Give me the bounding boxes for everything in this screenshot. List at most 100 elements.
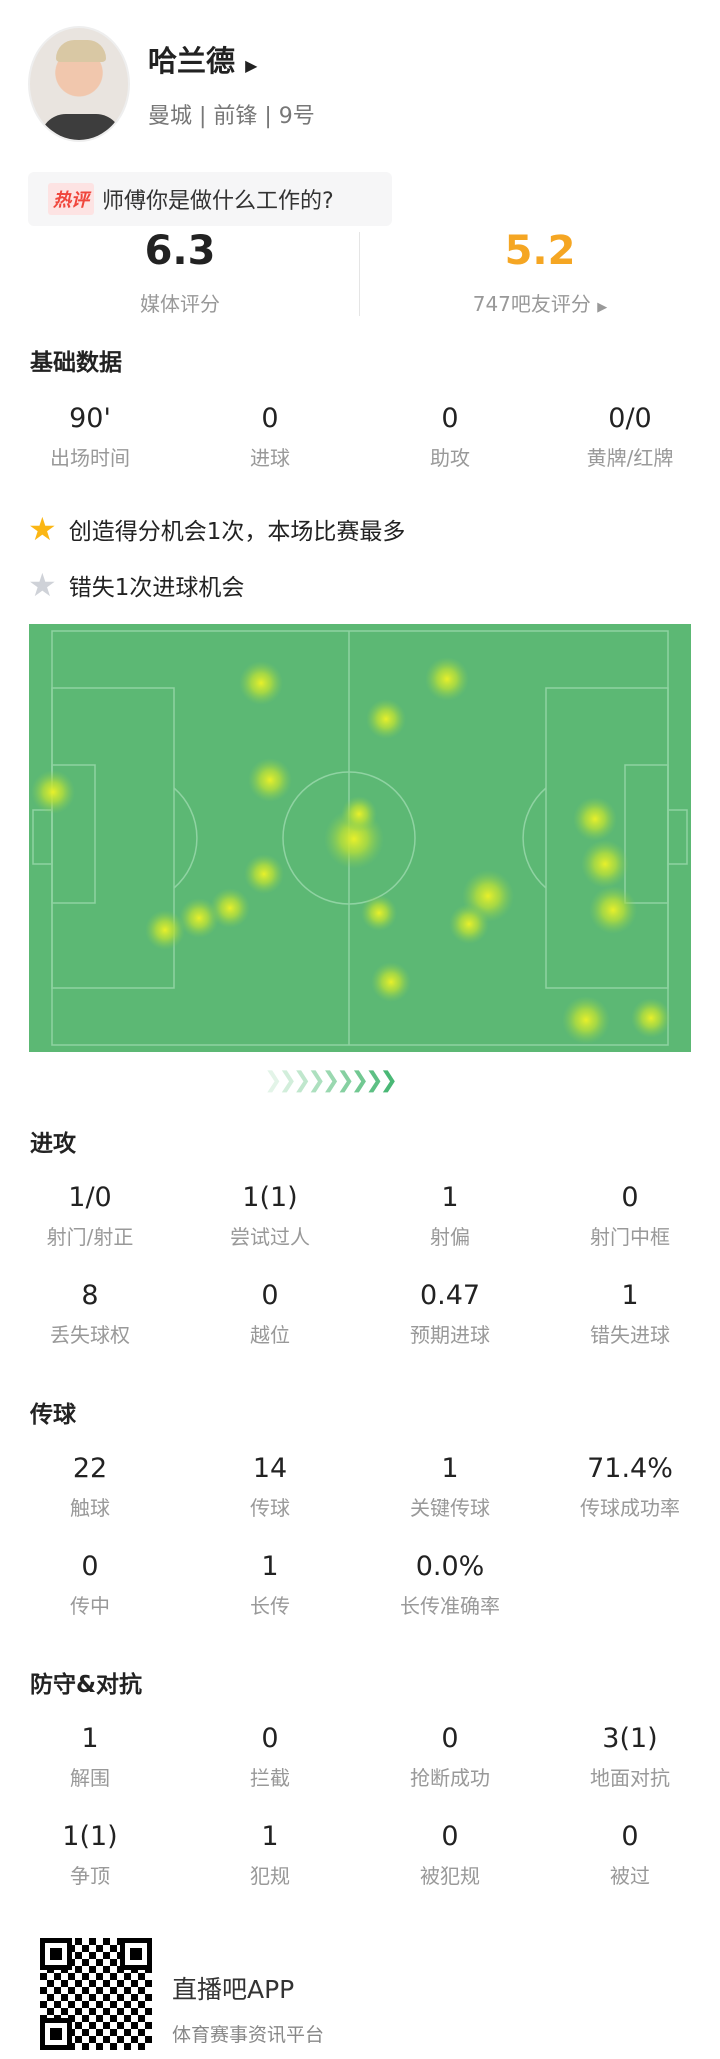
heat-spot	[371, 962, 411, 1002]
fan-rating-label: 747吧友评分	[472, 292, 591, 316]
stat-value: 0	[621, 1182, 639, 1213]
stat-value: 0	[261, 1280, 279, 1311]
stat-cell: 0/0 黄牌/红牌	[540, 403, 720, 471]
stat-label: 长传	[250, 1594, 290, 1618]
stat-value: 1	[81, 1723, 99, 1754]
stat-value: 0	[261, 1723, 279, 1754]
right-goal	[667, 809, 688, 865]
attack-stats: 1/0 射门/射正 1(1) 尝试过人 1 射偏 0 射门中框 8 丢失球权 0 越位 0.47 预期进球…	[0, 1182, 720, 1348]
heat-spot	[244, 854, 284, 894]
stat-cell: 1 关键传球	[360, 1453, 540, 1521]
stat-value: 1	[261, 1821, 279, 1852]
media-rating-value: 6.3	[144, 228, 216, 274]
section-title-attack: 进攻	[30, 1131, 76, 1157]
stat-value: 1	[261, 1551, 279, 1582]
stat-label: 尝试过人	[230, 1225, 310, 1249]
stat-label: 预期进球	[410, 1323, 490, 1347]
heat-spot	[341, 796, 377, 832]
stat-value: 0	[441, 1821, 459, 1852]
stat-cell: 1 解围	[0, 1723, 180, 1791]
heat-spot	[366, 699, 406, 739]
heat-spot	[248, 758, 292, 802]
chevron-right-icon: ❯	[278, 1068, 297, 1093]
player-name-link[interactable]: 哈兰德 ▶	[148, 38, 257, 80]
player-info: 曼城 | 前锋 | 9号	[148, 104, 315, 129]
highlight-text: 创造得分机会1次，本场比赛最多	[68, 519, 406, 545]
stat-value: 0.0%	[415, 1551, 485, 1582]
stat-label: 错失进球	[590, 1323, 670, 1347]
stat-label: 丢失球权	[50, 1323, 130, 1347]
stat-label: 传球	[250, 1496, 290, 1520]
stat-label: 传中	[70, 1594, 110, 1618]
star-grey-icon: ★	[28, 566, 57, 604]
stat-value: 3(1)	[602, 1723, 658, 1754]
heatmap-pitch	[29, 624, 691, 1052]
defense-stats: 1 解围 0 拦截 0 抢断成功 3(1) 地面对抗 1(1) 争顶 1 犯规 0 被犯规 0 被过	[0, 1723, 720, 1889]
chevron-right-icon: ❯	[321, 1068, 341, 1093]
right-penalty-box	[545, 687, 669, 989]
stat-cell: 1 射偏	[360, 1182, 540, 1250]
stat-value: 22	[72, 1453, 108, 1484]
stat-value: 1	[441, 1453, 459, 1484]
chevron-right-icon: ❯	[264, 1068, 283, 1093]
fan-rating-value: 5.2	[504, 228, 576, 274]
heat-spot	[425, 657, 469, 701]
hot-comment[interactable]: 热评 师傅你是做什么工作的?	[28, 172, 392, 226]
stat-value: 1	[441, 1182, 459, 1213]
stat-label: 长传准确率	[400, 1594, 500, 1618]
stat-cell: 0 被犯规	[360, 1821, 540, 1889]
stat-label: 抢断成功	[410, 1766, 490, 1790]
stat-cell: 0 被过	[540, 1821, 720, 1889]
highlight-item: ★ 错失1次进球机会	[28, 568, 244, 602]
direction-arrows: ❯ ❯ ❯ ❯ ❯ ❯ ❯ ❯ ❯	[264, 1068, 398, 1093]
player-avatar[interactable]	[28, 26, 130, 142]
stat-cell: 3(1) 地面对抗	[540, 1723, 720, 1791]
heat-spot	[145, 910, 185, 950]
stat-cell: 1/0 射门/射正	[0, 1182, 180, 1250]
section-title-basic: 基础数据	[30, 350, 122, 376]
divider	[359, 232, 360, 316]
stat-cell: 90' 出场时间	[0, 403, 180, 471]
app-name: 直播吧APP	[172, 1975, 295, 2004]
stat-label: 射门中框	[590, 1225, 670, 1249]
stat-value: 71.4%	[587, 1453, 673, 1484]
stat-label: 黄牌/红牌	[586, 446, 674, 470]
left-penalty-arc	[173, 787, 198, 889]
heat-spot	[361, 895, 397, 931]
right-penalty-arc	[522, 787, 547, 889]
stat-cell: 1(1) 争顶	[0, 1821, 180, 1889]
stat-value: 0	[81, 1551, 99, 1582]
chevron-right-icon: ❯	[379, 1068, 398, 1093]
stat-cell: 0.0% 长传准确率	[360, 1551, 540, 1619]
stat-cell: 0 抢断成功	[360, 1723, 540, 1791]
stat-value: 0	[441, 1723, 459, 1754]
heat-spot	[581, 840, 629, 888]
chevron-right-icon: ❯	[350, 1068, 370, 1093]
stat-label: 关键传球	[410, 1496, 490, 1520]
stat-value: 1(1)	[242, 1182, 298, 1213]
star-gold-icon: ★	[28, 510, 57, 548]
stat-cell: 8 丢失球权	[0, 1280, 180, 1348]
stat-label: 犯规	[250, 1864, 290, 1888]
stat-value: 1(1)	[62, 1821, 118, 1852]
left-goal	[32, 809, 53, 865]
chevron-right-icon: ❯	[336, 1068, 355, 1093]
player-name: 哈兰德	[148, 44, 236, 78]
stat-label: 越位	[250, 1323, 290, 1347]
stat-cell: 1 长传	[180, 1551, 360, 1619]
fan-rating[interactable]: 5.2 747吧友评分 ▶	[360, 228, 720, 317]
media-rating-label: 媒体评分	[140, 292, 220, 316]
stat-label: 触球	[70, 1496, 110, 1520]
caret-right-icon: ▶	[597, 300, 608, 315]
stat-label: 地面对抗	[590, 1766, 670, 1790]
stat-cell: 0.47 预期进球	[360, 1280, 540, 1348]
hot-comment-text: 师傅你是做什么工作的?	[102, 189, 334, 214]
stat-label: 助攻	[430, 446, 470, 470]
section-title-passing: 传球	[30, 1402, 76, 1428]
stat-label: 被犯规	[420, 1864, 480, 1888]
stat-value: 0	[261, 403, 279, 434]
stat-label: 出场时间	[50, 446, 130, 470]
heat-spot	[210, 888, 250, 928]
stat-value: 1	[621, 1280, 639, 1311]
media-rating: 6.3 媒体评分	[0, 228, 360, 317]
